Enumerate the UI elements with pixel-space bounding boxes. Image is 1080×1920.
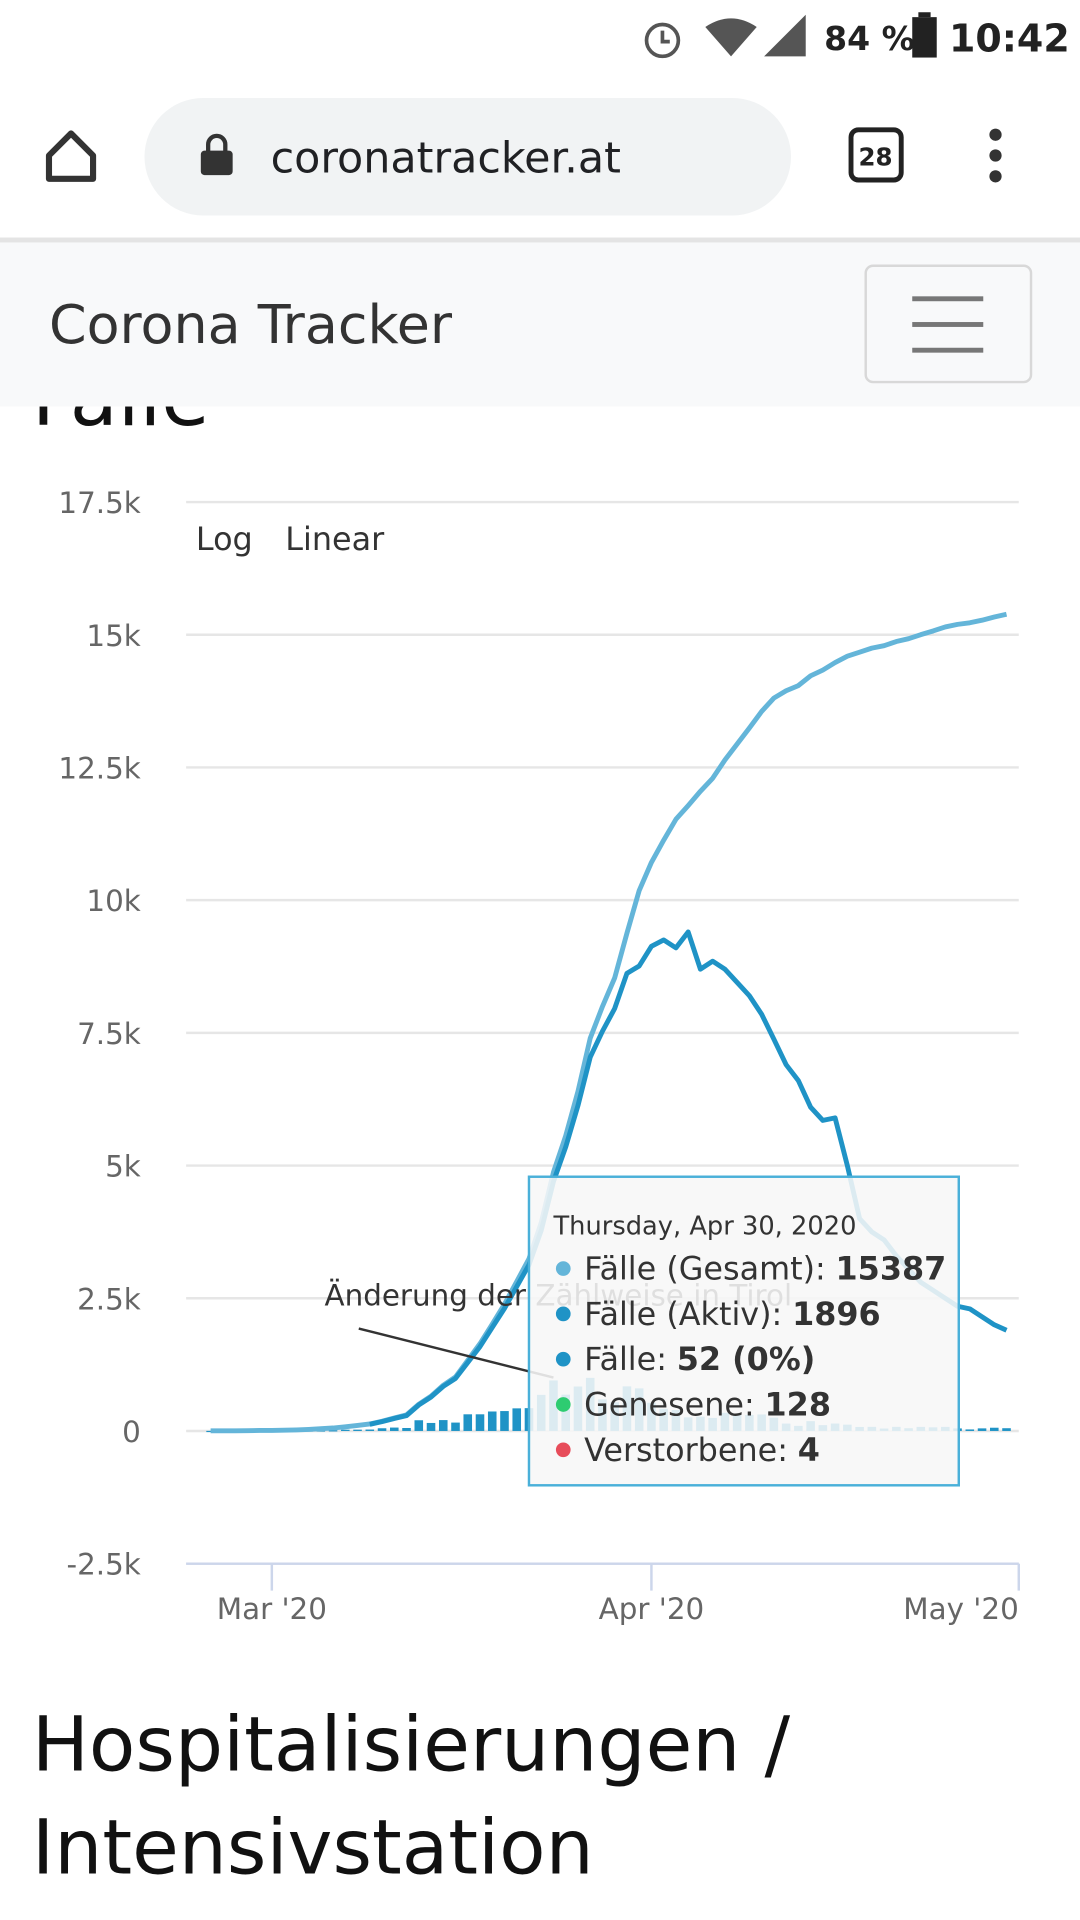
bar <box>475 1414 485 1431</box>
toggler-bar <box>912 322 984 327</box>
annotation-connector <box>358 1327 554 1379</box>
toggler-bar <box>912 296 984 302</box>
x-tick-label: Mar '20 <box>217 1592 327 1626</box>
navbar <box>0 240 1080 407</box>
navbar-toggler[interactable] <box>864 264 1033 384</box>
y-tick-label: -2.5k <box>66 1548 140 1582</box>
tabs-button[interactable] <box>848 127 904 183</box>
url[interactable]: coronatracker.at <box>271 134 621 184</box>
tooltip-label: Fälle (Gesamt): <box>584 1250 826 1288</box>
bar <box>377 1428 387 1431</box>
bar <box>438 1420 448 1431</box>
tooltip-item: Fälle (Aktiv): 1896 <box>584 1295 881 1333</box>
tooltip-item: Genesene: 128 <box>584 1386 831 1424</box>
tooltip-value: 52 (0%) <box>677 1340 816 1378</box>
clock: 10:42 <box>949 16 1070 60</box>
toggler-bar <box>912 347 984 353</box>
bar <box>426 1422 436 1431</box>
chrome-shadow <box>0 237 1080 243</box>
tooltip-label: Genesene: <box>584 1386 755 1424</box>
tooltip-label: Fälle (Aktiv): <box>584 1295 782 1333</box>
lock-icon <box>200 133 233 176</box>
bar <box>365 1429 375 1431</box>
y-tick-label: 5k <box>105 1150 141 1184</box>
tooltip-item: Fälle: 52 (0%) <box>584 1340 815 1378</box>
tooltip-label: Verstorbene: <box>584 1431 788 1469</box>
bar <box>965 1429 975 1431</box>
tooltip-item: Verstorbene: 4 <box>584 1431 820 1469</box>
chart: -2.5k 0 2.5k 5k 7.5k 10k 12.5k 15k 17.5k Mar '20 A… <box>58 486 1020 1626</box>
tooltip: Thursday, Apr 30, 2020 Fälle (Gesamt): 153… <box>527 1175 960 1487</box>
y-tick-label: 17.5k <box>58 486 140 520</box>
bar <box>977 1428 987 1431</box>
bar <box>500 1411 509 1431</box>
tooltip-value: 128 <box>765 1386 831 1424</box>
bar <box>990 1427 999 1431</box>
tooltip-bullet <box>555 1306 571 1322</box>
url-bar[interactable] <box>144 97 792 216</box>
bar <box>414 1420 424 1431</box>
line <box>210 611 1008 1434</box>
home-button[interactable] <box>45 130 97 182</box>
next-heading: Hospitalisierungen / <box>32 1701 791 1789</box>
tooltip-box <box>527 1175 960 1487</box>
tooltip-item: Fälle (Gesamt): 15387 <box>584 1250 946 1288</box>
wifi-icon <box>705 18 757 57</box>
tooltip-bullet <box>555 1397 571 1412</box>
y-tick-label: 12.5k <box>58 751 140 785</box>
navbar-brand[interactable]: Corona Tracker <box>49 293 453 356</box>
bar <box>390 1427 399 1431</box>
bar <box>463 1414 473 1431</box>
tooltip-bullet <box>555 1442 571 1458</box>
tooltip-value: 1896 <box>792 1295 881 1333</box>
tab-count: 28 <box>858 142 892 171</box>
scale-button[interactable]: Linear <box>285 520 385 558</box>
tooltip-value: 4 <box>798 1431 820 1469</box>
y-tick-label: 0 <box>122 1415 141 1449</box>
toggler-border <box>864 264 1033 384</box>
bar <box>341 1429 350 1431</box>
tooltip-value: 15387 <box>836 1250 947 1288</box>
bar <box>1002 1428 1011 1431</box>
x-tick-label: May '20 <box>903 1592 1019 1626</box>
bar <box>353 1429 362 1431</box>
tooltip-bullet <box>555 1261 571 1276</box>
battery-icon <box>912 12 937 58</box>
bar <box>487 1411 497 1431</box>
bar <box>512 1408 522 1431</box>
battery-level: 84 % <box>824 19 915 58</box>
y-tick-label: 10k <box>86 884 140 918</box>
next-heading: Intensivstation <box>32 1803 594 1891</box>
y-tick-label: 2.5k <box>77 1282 141 1316</box>
bar <box>402 1427 411 1431</box>
y-tick-label: 7.5k <box>77 1017 141 1051</box>
y-tick-label: 15k <box>86 619 140 653</box>
menu-button[interactable] <box>989 128 1002 183</box>
tooltip-bullet <box>555 1351 571 1367</box>
bar <box>451 1422 460 1431</box>
alarm-icon <box>644 22 681 59</box>
scale-button[interactable]: Log <box>196 520 253 558</box>
x-tick-label: Apr '20 <box>599 1592 705 1626</box>
tooltip-label: Fälle: <box>584 1340 667 1378</box>
bar <box>328 1430 338 1432</box>
tooltip-date: Thursday, Apr 30, 2020 <box>552 1211 856 1241</box>
